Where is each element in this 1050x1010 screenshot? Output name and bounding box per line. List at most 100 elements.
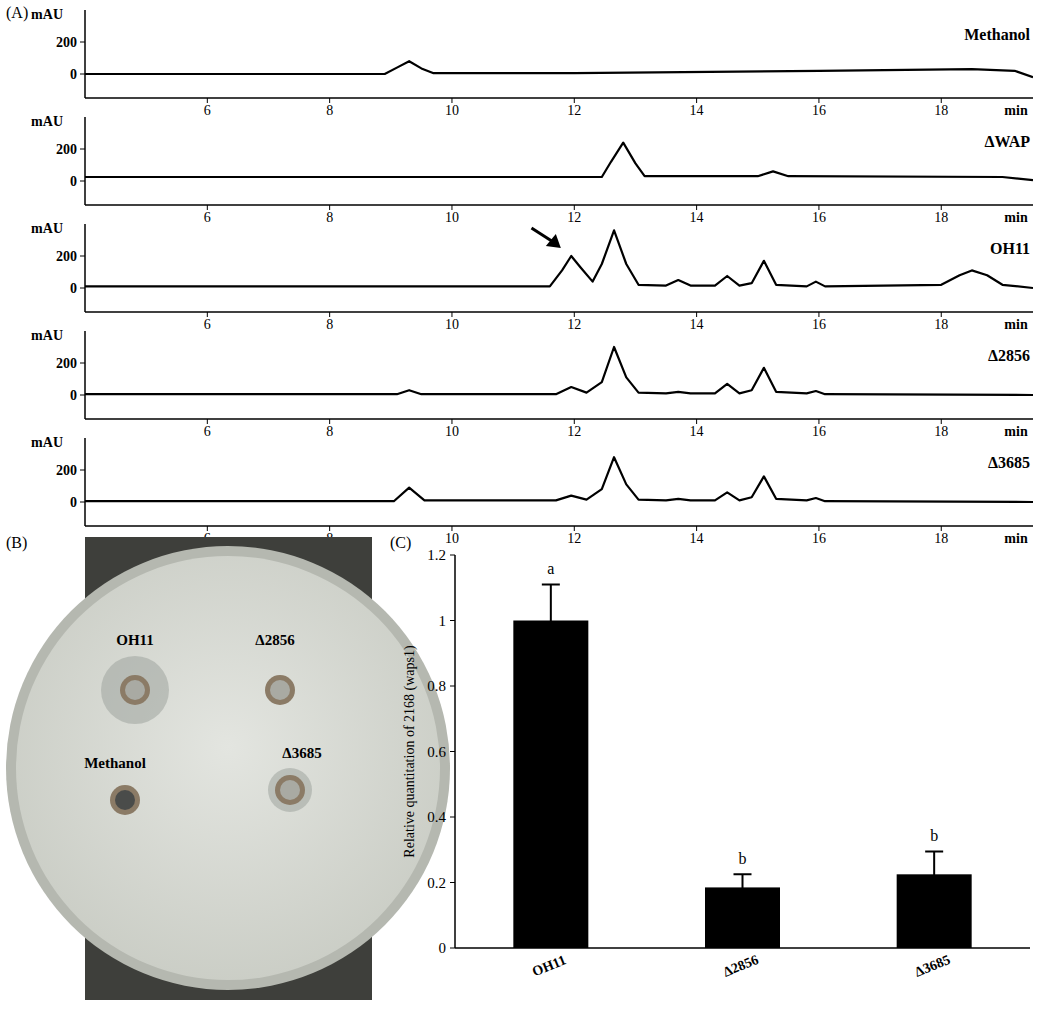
plot-area	[85, 347, 1033, 395]
x-tick-label: 6	[204, 317, 211, 332]
x-tick-label: 10	[445, 317, 459, 332]
error-bar	[542, 584, 560, 656]
y-axis	[84, 117, 86, 205]
y-axis-label: Relative quantitation of 2168 (waps1)	[402, 645, 418, 858]
x-tick-label: 12	[567, 531, 581, 546]
y-tick-label: 0.8	[427, 678, 446, 694]
x-tick-label: 18	[934, 531, 948, 546]
x-tick-label: 14	[690, 424, 704, 439]
inhibition-zone	[101, 656, 169, 724]
x-tick-label: 16	[812, 210, 826, 225]
x-tick-label: 10	[445, 424, 459, 439]
x-tick-label: 10	[445, 103, 459, 118]
significance-label: b	[739, 850, 747, 867]
panel-label: (B)	[6, 534, 27, 552]
x-tick-label: 18	[934, 317, 948, 332]
y-tick	[450, 620, 455, 621]
x-tick-label: 16	[812, 424, 826, 439]
x-tick-label: 16	[812, 531, 826, 546]
well-ring	[275, 775, 305, 805]
x-axis-label: min	[1004, 210, 1028, 225]
x-tick-label: Δ3685	[913, 952, 953, 980]
x-tick-label: 12	[567, 103, 581, 118]
plot-area	[85, 230, 1033, 288]
y-axis	[84, 331, 86, 419]
well-ring	[120, 675, 150, 705]
x-tick-label: 14	[690, 210, 704, 225]
trace	[85, 457, 1033, 502]
x-tick-label: 14	[690, 103, 704, 118]
plot-area	[85, 457, 1033, 502]
well-label: Methanol	[84, 755, 146, 771]
y-tick-label: 1.2	[427, 547, 446, 563]
y-tick-label: 200	[56, 249, 77, 264]
x-tick-label: 14	[690, 531, 704, 546]
trace-name: Δ3685	[988, 454, 1030, 471]
chromatogram: (A)0200681012141618mAUminMethanol	[6, 4, 1033, 118]
y-tick	[80, 502, 85, 503]
y-tick	[450, 948, 455, 949]
chromatogram: 0200681012141618mAUminΔ2856	[31, 328, 1033, 439]
x-axis-label: min	[1004, 531, 1028, 546]
y-tick-label: 0	[70, 281, 77, 296]
error-bar	[734, 874, 752, 900]
y-tick-label: 0.2	[427, 875, 446, 891]
x-tick-label: 12	[567, 317, 581, 332]
y-tick-label: 0	[70, 495, 77, 510]
x-tick-label: 14	[690, 317, 704, 332]
y-tick-label: 1	[439, 613, 447, 629]
x-axis	[85, 97, 1033, 99]
y-axis-label: mAU	[31, 435, 63, 450]
significance-label: a	[547, 560, 554, 577]
x-tick-label: 8	[326, 317, 333, 332]
x-tick-label: 8	[326, 210, 333, 225]
x-axis	[85, 418, 1033, 420]
error-bar	[925, 851, 943, 897]
x-tick-label: Δ2856	[721, 952, 761, 980]
plot-area	[85, 61, 1033, 77]
y-tick-label: 0	[70, 174, 77, 189]
y-tick	[80, 470, 85, 471]
trace-name: Methanol	[964, 26, 1030, 43]
trace-name: Δ2856	[988, 347, 1030, 364]
x-tick-label: 18	[934, 103, 948, 118]
well	[115, 790, 135, 810]
well-label: Δ2856	[255, 632, 295, 648]
y-tick	[80, 363, 85, 364]
y-tick	[450, 882, 455, 883]
x-axis	[85, 525, 1033, 527]
y-axis-label: mAU	[31, 221, 63, 236]
x-tick-label: 8	[326, 103, 333, 118]
inhibition-zone	[268, 768, 312, 812]
y-tick	[450, 751, 455, 752]
well-ring	[110, 785, 140, 815]
x-axis	[85, 311, 1033, 313]
y-axis-label: mAU	[31, 114, 63, 129]
trace-name: OH11	[990, 240, 1030, 257]
x-tick-label: 10	[445, 531, 459, 546]
x-tick-label: 6	[204, 103, 211, 118]
agar	[16, 556, 440, 980]
chromatogram: 0200681012141618mAUminΔ3685	[31, 435, 1033, 546]
y-tick	[80, 395, 85, 396]
x-tick-label: 6	[204, 424, 211, 439]
chromatogram: 0200681012141618mAUminΔWAP	[31, 114, 1033, 225]
well-ring	[265, 675, 295, 705]
x-tick-label: OH11	[530, 952, 568, 979]
y-axis-label: mAU	[31, 328, 63, 343]
y-tick-label: 0	[439, 940, 447, 956]
x-tick-label: 16	[812, 317, 826, 332]
panel-label: (C)	[390, 534, 411, 552]
significance-label: b	[930, 827, 938, 844]
y-tick	[450, 555, 455, 556]
x-tick-label: 12	[567, 210, 581, 225]
bar	[513, 621, 588, 949]
x-tick-label: 18	[934, 210, 948, 225]
figure: (A)0200681012141618mAUminMethanol0200681…	[0, 0, 1050, 1010]
well	[280, 780, 300, 800]
y-tick-label: 0.6	[427, 744, 446, 760]
plot-area	[513, 584, 971, 948]
x-axis-label: min	[1004, 103, 1028, 118]
y-tick-label: 200	[56, 142, 77, 157]
x-tick-label: 18	[934, 424, 948, 439]
